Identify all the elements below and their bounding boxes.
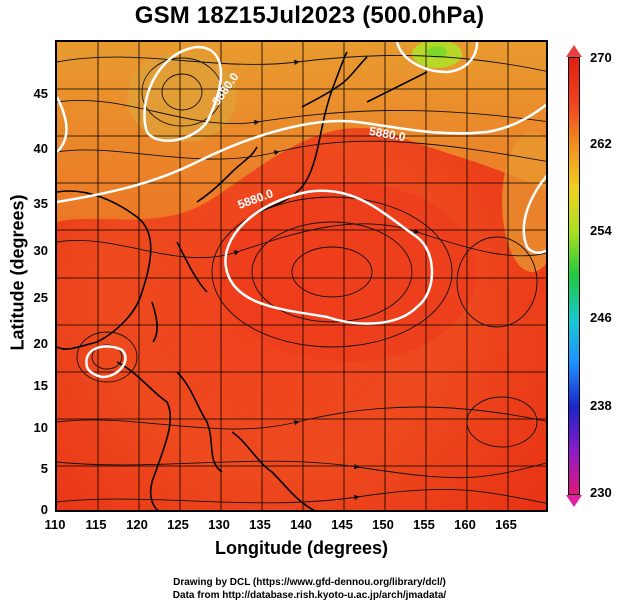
x-tick: 130 xyxy=(208,517,230,532)
colorbar-bottom-cap xyxy=(566,495,582,507)
x-tick: 110 xyxy=(44,517,66,532)
x-tick: 115 xyxy=(85,517,107,532)
chart-title: GSM 18Z15Jul2023 (500.0hPa) xyxy=(134,2,485,29)
credit-line-2: Data from http://database.rish.kyoto-u.a… xyxy=(172,590,447,601)
coastlines xyxy=(57,51,428,510)
colorbar-tick: 270 xyxy=(590,50,612,65)
y-tick: 35 xyxy=(33,196,48,211)
geopotential-contours xyxy=(57,42,546,379)
colorbar xyxy=(568,57,580,495)
x-tick: 120 xyxy=(126,517,148,532)
wind-streamlines xyxy=(57,55,546,504)
colorbar-top-cap xyxy=(566,45,582,57)
x-tick: 165 xyxy=(495,517,517,532)
x-tick: 135 xyxy=(249,517,271,532)
y-tick: 45 xyxy=(33,86,48,101)
x-axis-title: Longitude (degrees) xyxy=(214,538,388,558)
colorbar-tick: 246 xyxy=(590,310,612,325)
y-tick: 15 xyxy=(33,378,48,393)
y-tick: 10 xyxy=(33,420,48,435)
lat-lon-grid xyxy=(57,42,546,510)
x-tick: 140 xyxy=(290,517,312,532)
map-plot-area: 5880.0 5880.0 5880.0 xyxy=(55,40,548,512)
colorbar-tick: 254 xyxy=(590,223,612,238)
cold-core-north xyxy=(427,46,447,58)
y-axis-title: Latitude (degrees) xyxy=(7,194,28,351)
x-tick: 125 xyxy=(167,517,189,532)
colorbar-tick: 262 xyxy=(590,136,612,151)
y-tick: 0 xyxy=(40,502,48,517)
x-tick: 160 xyxy=(454,517,476,532)
x-tick: 155 xyxy=(413,517,435,532)
colorbar-tick: 238 xyxy=(590,398,612,413)
y-tick: 40 xyxy=(33,141,48,156)
y-tick: 5 xyxy=(40,461,48,476)
y-tick: 25 xyxy=(33,290,48,305)
colorbar-tick: 230 xyxy=(590,485,612,500)
credit-line-1: Drawing by DCL (https://www.gfd-dennou.o… xyxy=(173,577,446,588)
x-tick: 150 xyxy=(372,517,394,532)
x-tick: 145 xyxy=(331,517,353,532)
warm-core-high xyxy=(217,182,477,362)
cool-region-east xyxy=(502,132,546,272)
map-svg xyxy=(57,42,546,510)
y-tick: 20 xyxy=(33,336,48,351)
y-tick: 30 xyxy=(33,243,48,258)
